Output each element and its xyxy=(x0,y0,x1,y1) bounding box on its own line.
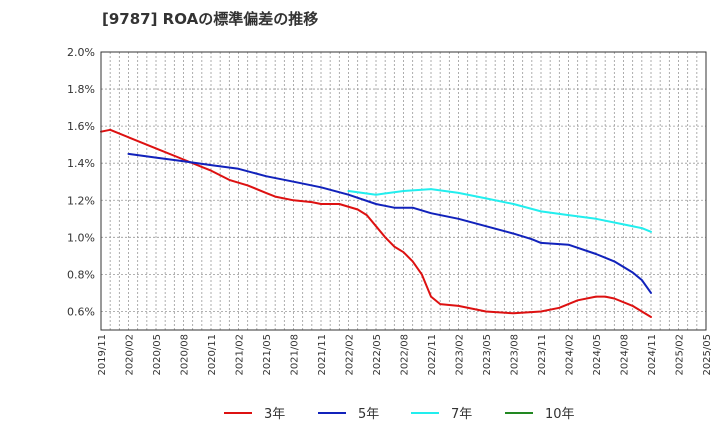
chart-title: [9787] ROAの標準偏差の推移 xyxy=(102,10,319,28)
y-tick-label: 1.6% xyxy=(67,120,95,133)
y-tick-label: 1.4% xyxy=(67,157,95,170)
x-tick-label: 2020/08 xyxy=(180,334,191,376)
x-tick-label: 2021/02 xyxy=(235,334,246,376)
y-tick-label: 1.2% xyxy=(67,194,95,207)
series-line-2 xyxy=(127,152,652,294)
y-axis-ticks: 0.6% 0.8% 1.0% 1.2% 1.4% 1.6% 1.8% 2.0% xyxy=(67,46,95,318)
series-layer xyxy=(100,128,652,318)
x-tick-label: 2022/08 xyxy=(400,334,411,376)
x-tick-label: 2020/05 xyxy=(152,334,163,376)
legend-label: 3年 xyxy=(264,407,285,422)
x-tick-label: 2023/05 xyxy=(482,334,493,376)
x-tick-label: 2019/11 xyxy=(97,334,108,376)
x-tick-label: 2023/11 xyxy=(537,334,548,376)
x-tick-label: 2023/02 xyxy=(455,334,466,376)
x-axis-ticks: 2019/11 2020/02 2020/05 2020/08 2020/11 2021/… xyxy=(97,334,713,376)
x-tick-label: 2024/05 xyxy=(592,334,603,376)
x-tick-label: 2022/05 xyxy=(372,334,383,376)
legend-label: 5年 xyxy=(358,407,379,422)
x-tick-label: 2020/11 xyxy=(207,334,218,376)
y-tick-label: 1.0% xyxy=(67,231,95,244)
y-tick-label: 0.8% xyxy=(67,268,95,281)
series-line-3 xyxy=(347,188,652,233)
x-tick-label: 2024/11 xyxy=(647,334,658,376)
x-tick-label: 2021/05 xyxy=(262,334,273,376)
x-tick-label: 2025/02 xyxy=(675,334,686,376)
x-tick-label: 2022/02 xyxy=(345,334,356,376)
series-line-1 xyxy=(100,128,652,318)
y-tick-label: 1.8% xyxy=(67,83,95,96)
plot-frame xyxy=(100,51,707,331)
x-tick-label: 2024/08 xyxy=(620,334,631,376)
legend-label: 7年 xyxy=(451,407,472,422)
y-tick-label: 0.6% xyxy=(67,305,95,318)
legend-label: 10年 xyxy=(545,407,575,422)
y-tick-label: 2.0% xyxy=(67,46,95,59)
x-tick-label: 2021/08 xyxy=(290,334,301,376)
x-tick-label: 2021/11 xyxy=(317,334,328,376)
x-tick-label: 2020/02 xyxy=(125,334,136,376)
legend: 3年 5年 7年 10年 xyxy=(224,407,575,422)
x-tick-label: 2023/08 xyxy=(510,334,521,376)
x-tick-label: 2024/02 xyxy=(565,334,576,376)
x-tick-label: 2025/05 xyxy=(702,334,713,376)
x-tick-label: 2022/11 xyxy=(427,334,438,376)
